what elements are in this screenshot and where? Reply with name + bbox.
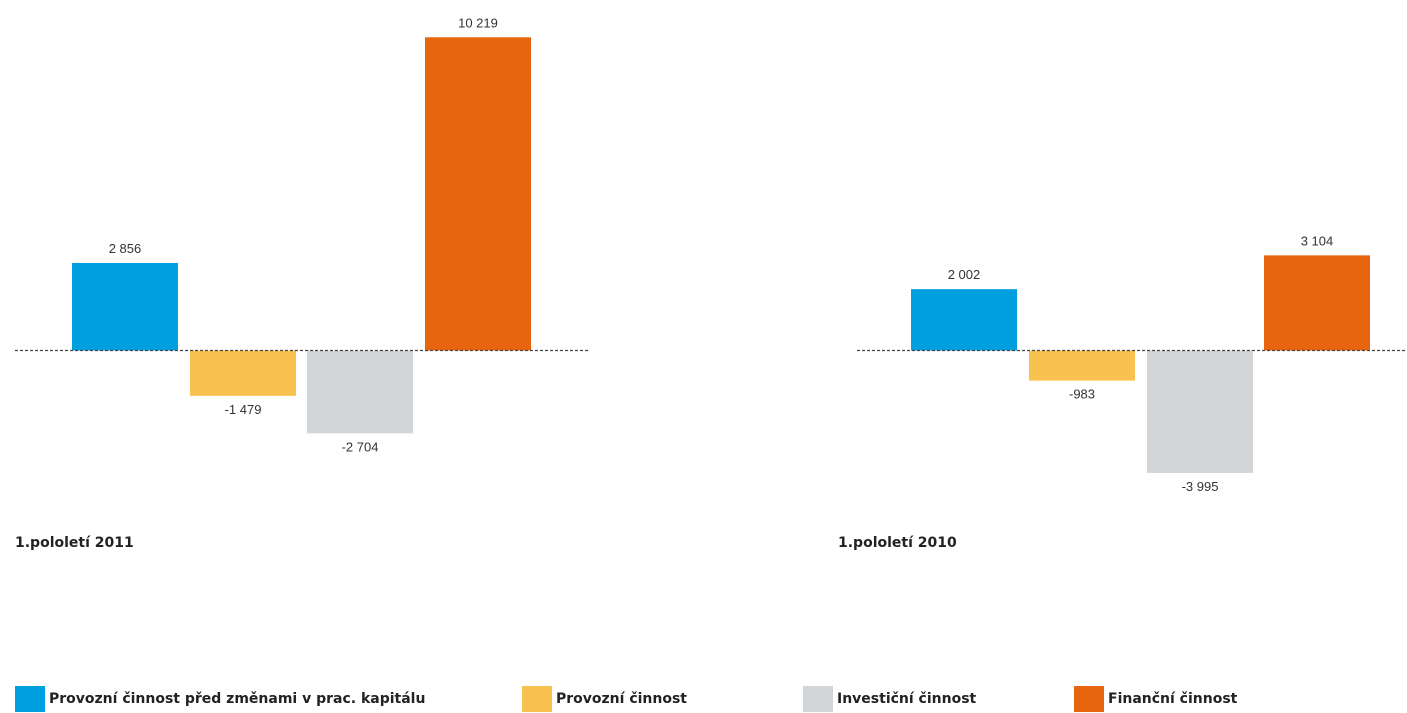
legend-item-investing: Investiční činnost — [803, 686, 976, 712]
legend-item-operating: Provozní činnost — [522, 686, 687, 712]
value-label-operating-before-wc: 2 856 — [109, 241, 142, 256]
panel-title: 1.pololetí 2011 — [15, 535, 134, 551]
bar-investing — [307, 350, 413, 434]
legend: Provozní činnost před změnami v prac. ka… — [0, 686, 1407, 712]
value-label-financing: 10 219 — [458, 15, 498, 30]
legend-label: Provozní činnost — [556, 691, 687, 707]
bar-operating-before-wc — [72, 262, 178, 351]
value-label-investing: -2 704 — [342, 439, 379, 454]
bar-operating-before-wc — [911, 289, 1017, 351]
legend-label: Investiční činnost — [837, 691, 977, 707]
chart-panel-2010: 1.pololetí 2010 2 002 -983 -3 995 3 104 — [838, 233, 1407, 551]
legend-swatch — [15, 686, 45, 712]
legend-swatch — [803, 686, 833, 712]
value-label-operating: -983 — [1069, 387, 1095, 402]
legend-swatch — [522, 686, 552, 712]
bar-operating — [190, 350, 296, 396]
value-label-investing: -3 995 — [1182, 479, 1219, 494]
panel-title: 1.pololetí 2010 — [838, 535, 957, 551]
bar-financing — [425, 37, 531, 351]
legend-label: Finanční činnost — [1108, 691, 1238, 707]
value-label-operating-before-wc: 2 002 — [948, 267, 981, 282]
bar-investing — [1147, 350, 1253, 473]
legend-item-financing: Finanční činnost — [1074, 686, 1237, 712]
legend-label: Provozní činnost před změnami v prac. ka… — [49, 691, 426, 707]
legend-item-operating-before-wc: Provozní činnost před změnami v prac. ka… — [15, 686, 425, 712]
legend-swatch — [1074, 686, 1104, 712]
chart-panel-2011: 1.pololetí 2011 2 856 -1 479 -2 704 10 219 — [15, 15, 588, 551]
bar-operating — [1029, 350, 1135, 381]
bar-financing — [1264, 255, 1370, 351]
value-label-financing: 3 104 — [1301, 233, 1334, 248]
value-label-operating: -1 479 — [225, 402, 262, 417]
